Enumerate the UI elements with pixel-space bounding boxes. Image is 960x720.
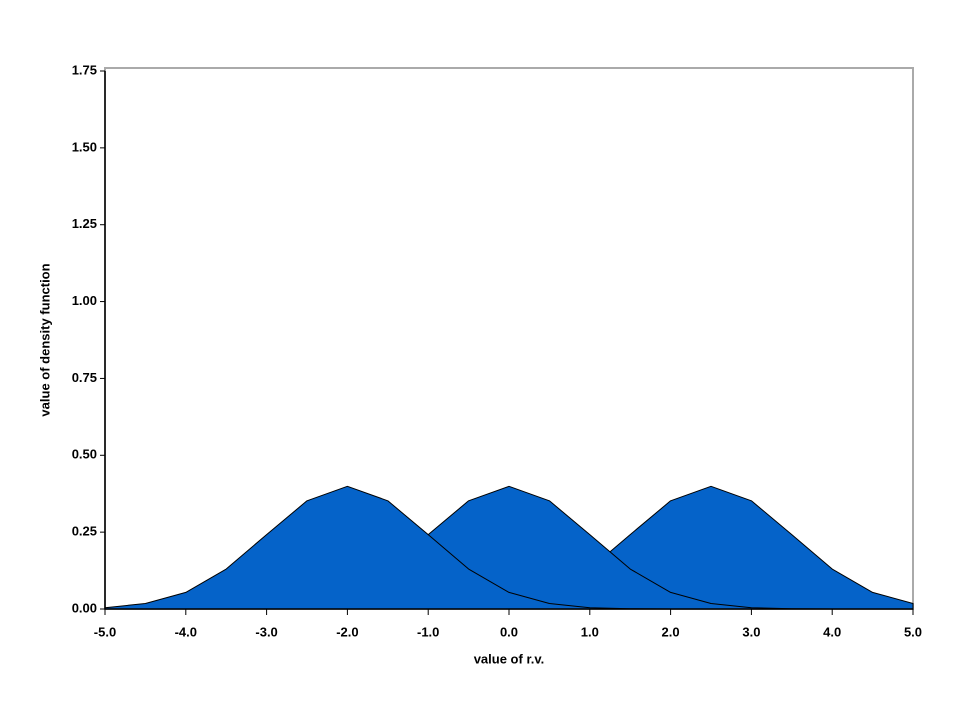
x-tick-label: 3.0 (742, 624, 760, 639)
x-tick-label: 0.0 (500, 624, 518, 639)
x-tick-label: -4.0 (175, 624, 197, 639)
y-tick-label: 1.75 (72, 62, 97, 77)
y-axis-label: value of density function (37, 263, 52, 416)
x-tick-label: -3.0 (255, 624, 277, 639)
y-tick-label: 0.25 (72, 524, 97, 539)
y-tick-label: 0.00 (72, 600, 97, 615)
x-tick-label: -1.0 (417, 624, 439, 639)
x-tick-label: 2.0 (662, 624, 680, 639)
y-tick-label: 1.25 (72, 216, 97, 231)
y-tick-label: 0.75 (72, 370, 97, 385)
x-axis-label: value of r.v. (474, 651, 545, 666)
x-tick-label: 1.0 (581, 624, 599, 639)
y-tick-label: 1.00 (72, 293, 97, 308)
x-tick-label: -2.0 (336, 624, 358, 639)
y-tick-label: 1.50 (72, 139, 97, 154)
x-tick-label: 5.0 (904, 624, 922, 639)
y-tick-label: 0.50 (72, 447, 97, 462)
x-tick-label: -5.0 (94, 624, 116, 639)
x-tick-label: 4.0 (823, 624, 841, 639)
